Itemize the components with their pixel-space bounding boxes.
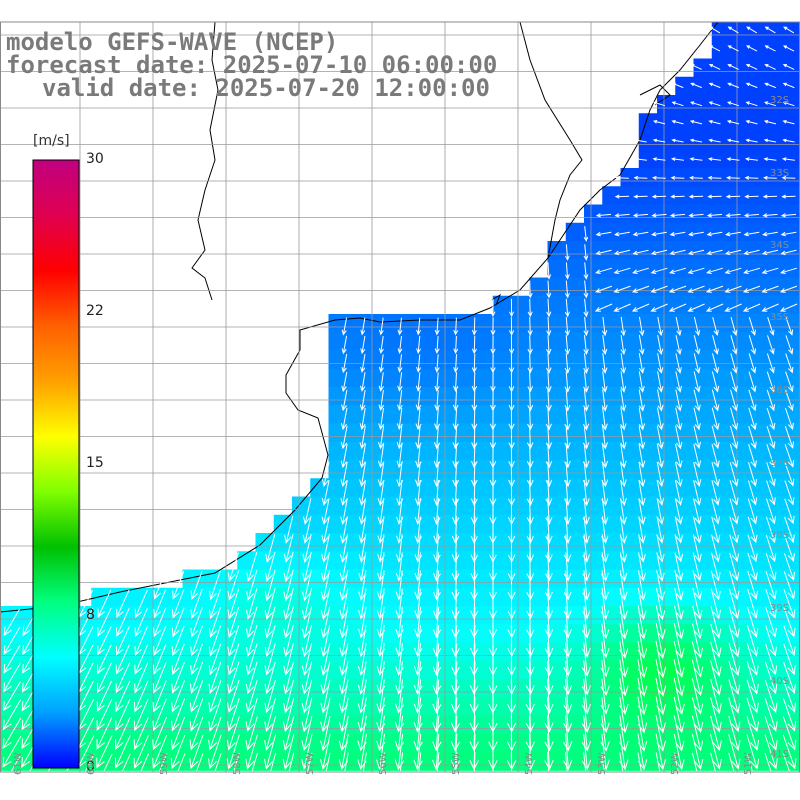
wind-speed-field <box>0 22 800 771</box>
lat-label: 37S <box>770 458 790 469</box>
lat-label: 41S <box>770 749 790 760</box>
colorbar-unit: [m/s] <box>33 133 70 149</box>
lon-label: 57W <box>305 752 316 775</box>
colorbar-tick-0: 0 <box>86 759 95 775</box>
colorbar-tick-15: 15 <box>86 455 104 471</box>
lon-label: 53W <box>597 752 608 775</box>
lat-label: 33S <box>770 168 790 179</box>
colorbar-tick-22: 22 <box>86 303 104 319</box>
title-forecast-date: forecast date: 2025-07-10 06:00:00 <box>6 51 498 79</box>
wind-arrows <box>2 26 798 789</box>
lon-label: 58W <box>232 752 243 775</box>
lon-label: 51W <box>743 752 754 775</box>
lat-label: 39S <box>770 603 790 614</box>
lon-label: 54W <box>524 752 535 775</box>
lat-lon-grid <box>0 22 800 772</box>
title-valid-date: valid date: 2025-07-20 12:00:00 <box>42 74 490 102</box>
lat-label: 40S <box>770 676 790 687</box>
lon-label: 56W <box>378 752 389 775</box>
colorbar-tick-30: 30 <box>86 151 104 167</box>
coastline <box>0 21 719 613</box>
lat-label: 38S <box>770 530 790 541</box>
colorbar-gradient <box>32 159 80 769</box>
lat-label: 34S <box>770 240 790 251</box>
lat-label: 36S <box>770 385 790 396</box>
colorbar-tick-8: 8 <box>86 607 95 623</box>
lon-label: 59W <box>159 752 170 775</box>
lon-label: 61W <box>13 752 24 775</box>
lat-label: 35S <box>770 312 790 323</box>
lon-label: 52W <box>670 752 681 775</box>
lon-label: 60W <box>86 752 97 775</box>
title-model: modelo GEFS-WAVE (NCEP) <box>6 28 339 56</box>
lat-label: 32S <box>770 95 790 106</box>
lon-label: 55W <box>451 752 462 775</box>
